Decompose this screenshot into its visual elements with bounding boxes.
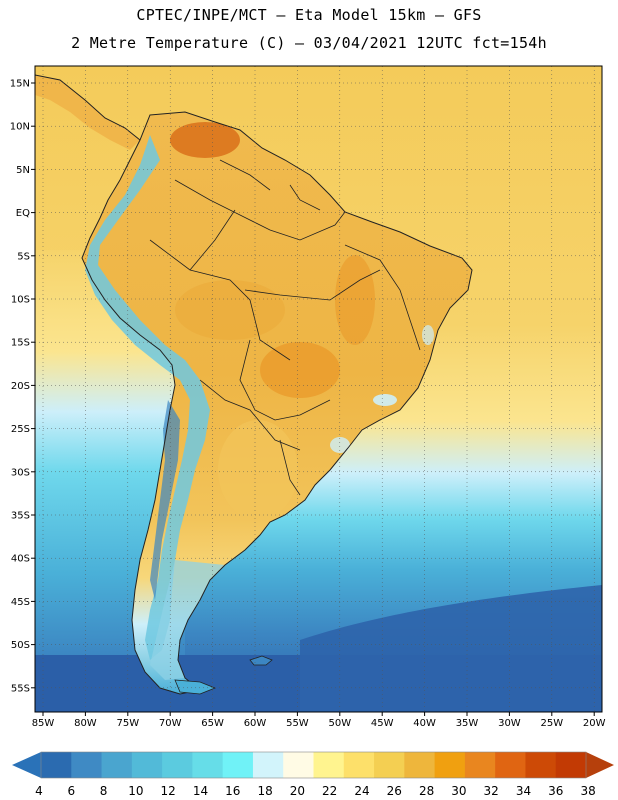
colorbar-swatch (192, 752, 224, 778)
lon-label: 50W (328, 718, 351, 729)
lat-label: 40S (11, 554, 30, 565)
colorbar-swatch (555, 752, 587, 778)
colorbar-label: 10 (128, 784, 143, 798)
lon-label: 20W (583, 718, 606, 729)
colorbar-label: 30 (451, 784, 466, 798)
colorbar-swatch (222, 752, 254, 778)
colorbar-swatch (101, 752, 133, 778)
lat-lon-grid (35, 66, 602, 712)
lat-label: 5N (16, 165, 30, 176)
colorbar-high-arrow (586, 752, 614, 778)
coastline (81, 111, 473, 695)
colorbar-label: 38 (580, 784, 595, 798)
latitude-labels: 15N 10N 5N EQ 5S 10S 15S 20S 25S 30S 35S 40S 45S 50S 5… (10, 79, 35, 694)
colorbar-label: 28 (419, 784, 434, 798)
colorbar-swatch (464, 752, 496, 778)
lon-label: 55W (286, 718, 309, 729)
colorbar-label: 4 (35, 784, 43, 798)
title-line-1: CPTEC/INPE/MCT – Eta Model 15km – GFS (136, 6, 482, 24)
lon-label: 25W (540, 718, 563, 729)
lon-label: 45W (371, 718, 394, 729)
lat-label: 10S (11, 295, 30, 306)
colorbar-label: 26 (387, 784, 402, 798)
colorbar-swatch (252, 752, 284, 778)
lat-label: 15N (10, 79, 30, 90)
venezuela-hotspot (170, 122, 240, 158)
lon-label: 70W (159, 718, 182, 729)
lon-label: 85W (32, 718, 55, 729)
colorbar-swatch (162, 752, 193, 778)
colorbar-label: 16 (225, 784, 240, 798)
lon-label: 30W (498, 718, 521, 729)
lat-label: 20S (11, 381, 30, 392)
colorbar-label: 32 (484, 784, 499, 798)
colorbar-label: 22 (322, 784, 337, 798)
colorbar-swatch (313, 752, 345, 778)
colorbar-swatch (283, 752, 314, 778)
falkland-islands (249, 655, 273, 666)
lat-label: EQ (16, 208, 30, 219)
colorbar-low-arrow (12, 752, 41, 778)
colorbar: 4 6 8 10 12 14 16 18 20 22 24 26 28 30 32 34 36 38 (12, 751, 614, 798)
colorbar-swatch (343, 752, 375, 778)
country-borders (149, 159, 421, 496)
colorbar-label: 34 (516, 784, 531, 798)
colorbar-label: 18 (257, 784, 272, 798)
colorbar-label: 6 (67, 784, 75, 798)
lon-label: 75W (116, 718, 139, 729)
colorbar-outline (40, 751, 587, 779)
lat-label: 45S (11, 597, 30, 608)
colorbar-swatch (525, 752, 557, 778)
colorbar-label: 12 (161, 784, 176, 798)
colorbar-label: 36 (548, 784, 563, 798)
lat-label: 55S (11, 683, 30, 694)
lat-label: 5S (17, 251, 30, 262)
map-field (35, 66, 602, 712)
title-line-2: 2 Metre Temperature (C) – 03/04/2021 12U… (71, 34, 547, 52)
lon-label: 35W (456, 718, 479, 729)
central-america-land (35, 75, 140, 150)
map-frame (34, 65, 603, 713)
lat-label: 50S (11, 640, 30, 651)
lat-label: 30S (11, 467, 30, 478)
lat-label: 10N (10, 122, 30, 133)
colorbar-swatch (131, 752, 163, 778)
colorbar-swatch (434, 752, 466, 778)
colorbar-label: 24 (354, 784, 369, 798)
colorbar-swatch (404, 752, 436, 778)
lon-label: 60W (244, 718, 267, 729)
colorbar-label: 14 (193, 784, 208, 798)
andes-cold-band (85, 135, 210, 660)
lon-label: 80W (74, 718, 97, 729)
lon-label: 40W (413, 718, 436, 729)
colorbar-swatch (374, 752, 405, 778)
colorbar-swatch (41, 752, 72, 778)
lat-label: 35S (11, 511, 30, 522)
lat-label: 15S (11, 338, 30, 349)
colorbar-swatch (495, 752, 526, 778)
lon-label: 65W (201, 718, 224, 729)
colorbar-label: 20 (290, 784, 305, 798)
colorbar-swatch (71, 752, 103, 778)
longitude-labels: 85W 80W 75W 70W 65W 60W 55W 50W 45W 40W 35W 30W 25W 2… (32, 712, 606, 729)
colorbar-label: 8 (100, 784, 108, 798)
lat-label: 25S (11, 424, 30, 435)
